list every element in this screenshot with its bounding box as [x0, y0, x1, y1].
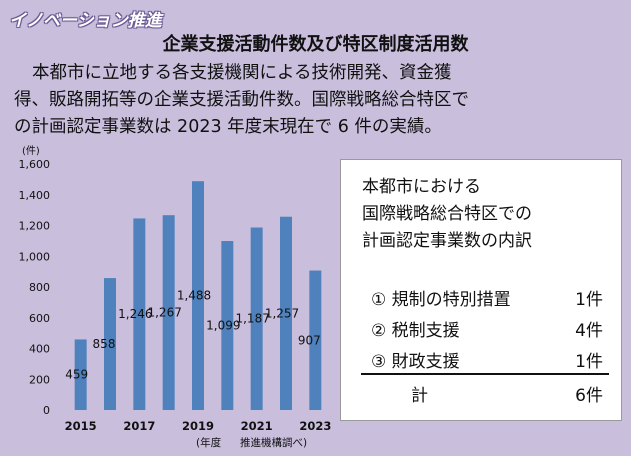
y-tick-label: 600	[29, 312, 50, 325]
x-unit-label: (年度	[196, 436, 222, 449]
description-line: の計画認定事業数は 2023 年度末現在で 6 件の実績。	[14, 117, 442, 137]
y-tick-label: 1,200	[19, 220, 51, 233]
breakdown-title: 本都市における 国際戦略総合特区での 計画認定事業数の内訳	[362, 174, 612, 255]
y-tick-label: 0	[43, 404, 50, 417]
description: 本都市に立地する各支援機関による技術開発、資金獲 得、販路開拓等の企業支援活動件…	[14, 60, 620, 141]
breakdown-total-count: 6件	[575, 386, 603, 406]
breakdown-item-regulatory: ① 規制の特別措置 1件	[371, 287, 603, 313]
y-tick-label: 1,000	[19, 250, 51, 263]
y-tick-label: 1,600	[19, 158, 51, 171]
breakdown-item-count: 1件	[575, 352, 603, 372]
x-tick-label: 2021	[241, 419, 273, 433]
bar-data-label: 858	[93, 337, 116, 351]
bar-data-label: 1,246	[118, 307, 152, 321]
breakdown-title-line: 国際戦略総合特区での	[362, 204, 532, 224]
bar-data-label: 1,099	[206, 319, 240, 333]
bar	[133, 218, 146, 410]
x-tick-label: 2017	[123, 419, 155, 433]
bar	[162, 215, 175, 410]
headline: 企業支援活動件数及び特区制度活用数	[162, 34, 469, 55]
bar-data-label: 1,187	[235, 312, 269, 326]
bar	[250, 227, 263, 410]
bar-data-label: 1,488	[177, 289, 211, 303]
breakdown-item-count: 1件	[575, 290, 603, 310]
description-line: 本都市に立地する各支援機関による技術開発、資金獲	[32, 63, 452, 83]
bar	[221, 241, 234, 410]
bar-data-label: 1,257	[265, 306, 299, 320]
bar-data-label: 907	[298, 333, 321, 347]
source-note: 推進機構調べ)	[240, 436, 307, 449]
breakdown-item-label: ② 税制支援	[371, 321, 460, 341]
breakdown-total-label: 計	[411, 386, 428, 406]
section-label: イノベーション推進	[9, 11, 162, 31]
bar-data-label: 1,267	[147, 306, 181, 320]
y-tick-label: 1,400	[19, 189, 51, 202]
x-tick-label: 2019	[182, 419, 214, 433]
breakdown-total: 計 6件	[371, 383, 603, 409]
bar	[74, 339, 87, 410]
total-divider	[361, 373, 609, 375]
breakdown-box: 本都市における 国際戦略総合特区での 計画認定事業数の内訳 ① 規制の特別措置 …	[340, 159, 622, 421]
breakdown-item-label: ① 規制の特別措置	[371, 290, 511, 310]
y-tick-label: 800	[29, 281, 50, 294]
x-tick-label: 2023	[299, 419, 331, 433]
breakdown-item-tax: ② 税制支援 4件	[371, 318, 603, 344]
breakdown-title-line: 本都市における	[362, 177, 481, 197]
breakdown-item-count: 4件	[575, 321, 603, 341]
bar	[280, 216, 292, 410]
bar	[104, 278, 116, 410]
description-line: 得、販路開拓等の企業支援活動件数。国際戦略総合特区で	[14, 90, 469, 110]
bar-data-label: 459	[65, 368, 88, 382]
bar	[192, 181, 204, 410]
x-tick-label: 2015	[65, 419, 97, 433]
bar	[309, 270, 322, 410]
breakdown-item-label: ③ 財政支援	[371, 352, 460, 372]
y-unit-label: (件)	[22, 145, 40, 157]
breakdown-item-financial: ③ 財政支援 1件	[371, 349, 603, 375]
y-tick-label: 200	[29, 373, 50, 386]
y-tick-label: 400	[29, 343, 50, 356]
bar-chart: 0 200 400 600 800 1,000 1,200 1,400 1,600(件) 459 8…	[19, 145, 332, 449]
breakdown-title-line: 計画認定事業数の内訳	[362, 231, 532, 251]
